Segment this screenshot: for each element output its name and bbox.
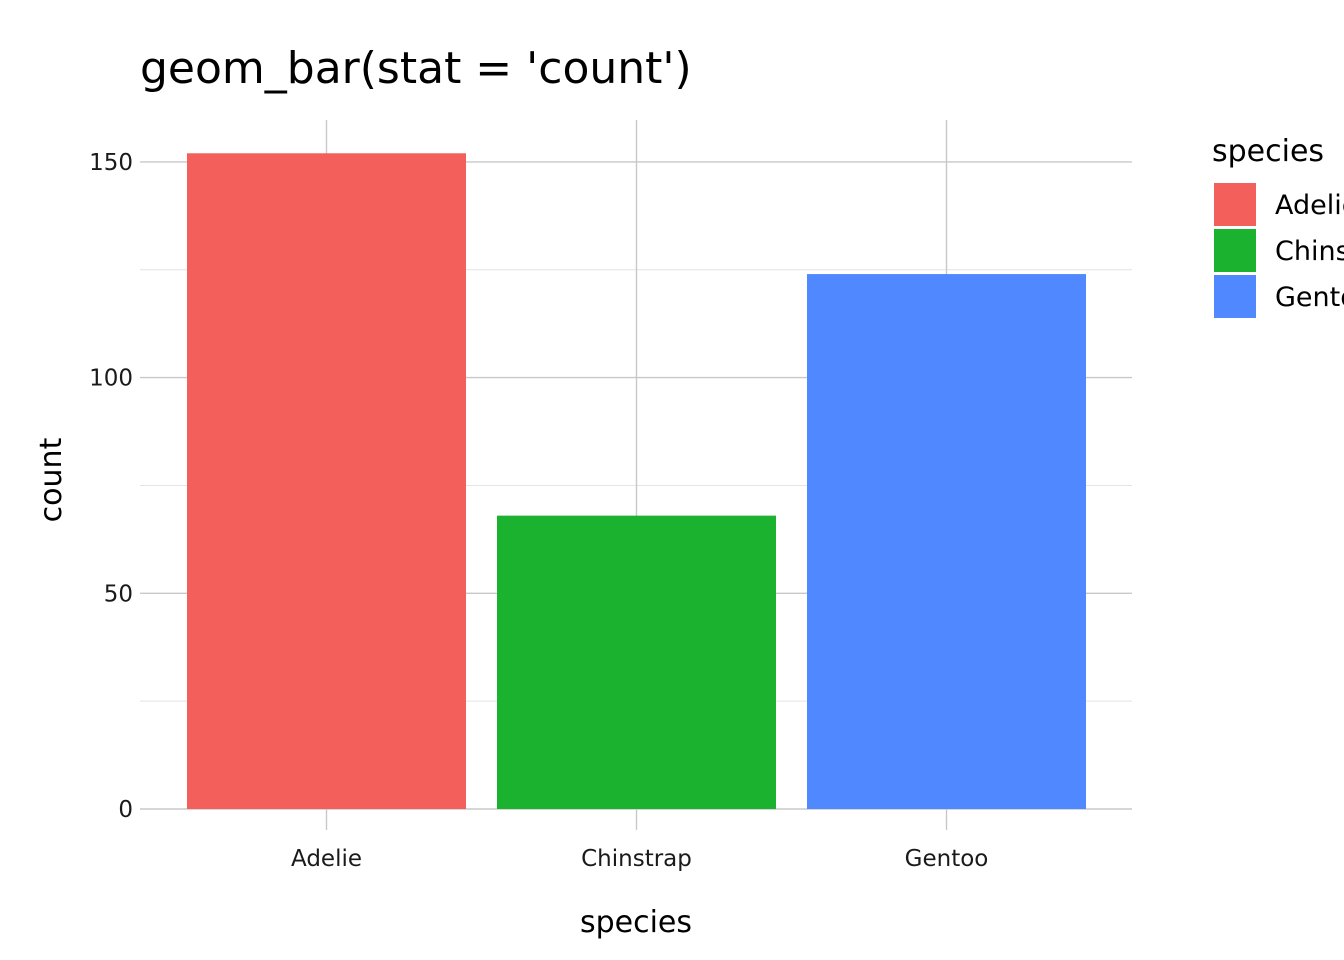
y-tick-label: 100: [89, 366, 133, 392]
y-tick-label: 0: [118, 797, 133, 823]
legend-key-chinstrap: [1214, 229, 1256, 272]
legend-label: Chinstrap: [1275, 236, 1344, 267]
y-axis-title: count: [34, 437, 69, 522]
x-tick-label: Chinstrap: [581, 846, 692, 872]
legend: species Adelie Chinstrap Gentoo: [1212, 134, 1344, 318]
bar-adelie: [187, 153, 466, 810]
y-tick-label: 50: [104, 581, 133, 607]
legend-title: species: [1212, 134, 1324, 169]
x-axis-title: species: [580, 905, 692, 940]
bars: [187, 153, 1086, 810]
bar-gentoo: [807, 274, 1086, 810]
legend-key-adelie: [1214, 183, 1256, 226]
legend-label: Adelie: [1275, 190, 1344, 221]
legend-key-gentoo: [1214, 275, 1256, 318]
x-tick-label: Gentoo: [905, 846, 989, 872]
legend-items: Adelie Chinstrap Gentoo: [1214, 183, 1344, 318]
x-axis-ticks: Adelie Chinstrap Gentoo: [291, 846, 988, 872]
bar-chinstrap: [497, 515, 776, 809]
y-tick-label: 150: [89, 150, 133, 176]
x-tick-label: Adelie: [291, 846, 362, 872]
y-axis-ticks: 0 50 100 150: [89, 150, 133, 823]
chart-title: geom_bar(stat = 'count'): [140, 43, 692, 94]
legend-label: Gentoo: [1275, 282, 1344, 313]
